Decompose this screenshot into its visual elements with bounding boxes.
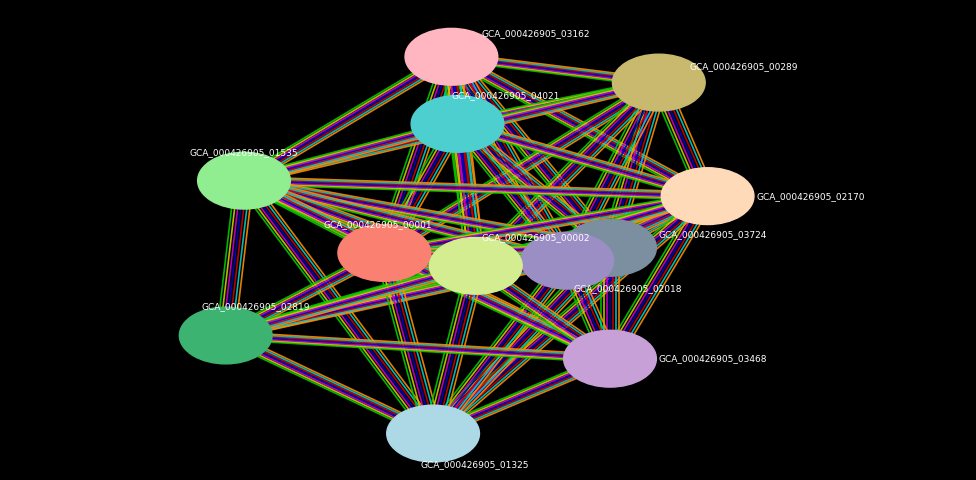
Ellipse shape xyxy=(411,96,504,152)
Ellipse shape xyxy=(564,219,657,276)
Ellipse shape xyxy=(662,168,754,225)
Text: GCA_000426905_04021: GCA_000426905_04021 xyxy=(451,91,560,100)
Text: GCA_000426905_02018: GCA_000426905_02018 xyxy=(574,285,682,294)
Text: GCA_000426905_01325: GCA_000426905_01325 xyxy=(421,460,529,469)
Ellipse shape xyxy=(405,28,498,85)
Text: GCA_000426905_03724: GCA_000426905_03724 xyxy=(659,230,767,240)
Text: GCA_000426905_02170: GCA_000426905_02170 xyxy=(756,192,865,201)
Text: GCA_000426905_03468: GCA_000426905_03468 xyxy=(659,354,767,363)
Ellipse shape xyxy=(429,238,522,294)
Ellipse shape xyxy=(338,225,430,281)
Text: GCA_000426905_03162: GCA_000426905_03162 xyxy=(482,29,590,38)
Ellipse shape xyxy=(386,405,479,462)
Ellipse shape xyxy=(197,152,291,209)
Text: GCA_000426905_02819: GCA_000426905_02819 xyxy=(201,302,309,312)
Text: GCA_000426905_00002: GCA_000426905_00002 xyxy=(482,233,590,242)
Text: GCA_000426905_00289: GCA_000426905_00289 xyxy=(689,62,797,72)
Text: GCA_000426905_00001: GCA_000426905_00001 xyxy=(323,220,432,229)
Ellipse shape xyxy=(564,330,657,387)
Ellipse shape xyxy=(521,232,614,289)
Ellipse shape xyxy=(613,54,706,111)
Text: GCA_000426905_01535: GCA_000426905_01535 xyxy=(189,148,298,157)
Ellipse shape xyxy=(180,307,272,364)
